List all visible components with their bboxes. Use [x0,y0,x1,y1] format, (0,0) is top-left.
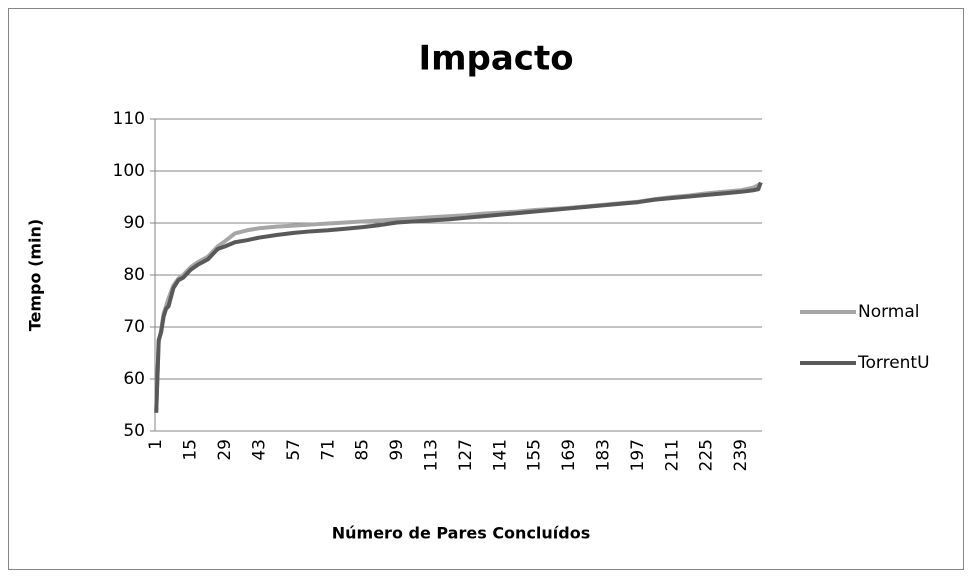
y-tick-label: 90 [123,213,145,233]
y-axis-label: Tempo (min) [26,219,45,332]
y-tick-label: 70 [123,317,145,337]
x-tick-label: 43 [249,439,269,461]
x-tick-label: 211 [662,439,682,471]
x-tick-label: 169 [559,439,579,471]
y-tick-label: 110 [113,109,145,129]
x-tick-label: 113 [421,439,441,471]
y-tick-label: 50 [123,421,145,441]
y-tick-label: 60 [123,369,145,389]
y-tick-label: 100 [113,161,145,181]
x-axis-label: Número de Pares Concluídos [332,524,591,543]
legend-label: Normal [858,302,920,322]
x-tick-label: 155 [525,439,545,471]
x-tick-label: 183 [593,439,613,471]
x-tick-label: 239 [731,439,751,471]
x-tick-label: 29 [215,439,235,461]
x-tick-label: 57 [284,439,304,461]
x-tick-label: 99 [387,439,407,461]
chart-title: Impacto [418,39,573,79]
x-tick-label: 225 [697,439,717,471]
x-tick-label: 197 [628,439,648,471]
legend-label: TorrentU [857,353,930,373]
x-tick-label: 15 [181,439,201,461]
x-tick-label: 1 [146,439,166,450]
x-tick-label: 71 [318,439,338,461]
y-tick-label: 80 [123,265,145,285]
x-tick-label: 85 [353,439,373,461]
chart-border [8,8,964,570]
series-line [154,181,763,413]
x-tick-label: 141 [490,439,510,471]
x-tick-label: 127 [456,439,476,471]
